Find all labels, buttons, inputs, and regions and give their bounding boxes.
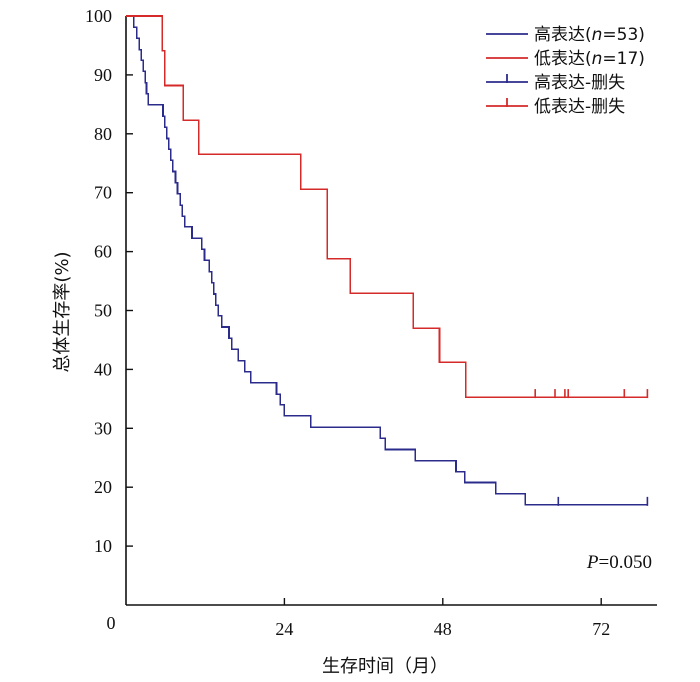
x-tick-label: 72 xyxy=(592,619,610,639)
legend-entry: 低表达-删失 xyxy=(486,97,625,117)
y-tick-label: 20 xyxy=(94,477,112,497)
legend-entry: 低表达(n=17) xyxy=(486,49,645,69)
x-tick-label: 48 xyxy=(434,619,452,639)
x-tick-label: 24 xyxy=(275,619,293,639)
series-layer xyxy=(126,15,649,506)
y-tick-label: 60 xyxy=(94,242,112,262)
legend-entry: 高表达(n=53) xyxy=(486,25,645,45)
p-value-annotation: P=0.050 xyxy=(586,552,652,573)
y-tick-label: 50 xyxy=(94,301,112,321)
origin-label: 0 xyxy=(107,613,116,633)
y-tick-label: 10 xyxy=(94,536,112,556)
y-tick-label: 70 xyxy=(94,183,112,203)
legend-label: 低表达(n=17) xyxy=(534,49,645,69)
legend-label: 低表达-删失 xyxy=(534,97,625,117)
series-high xyxy=(126,15,649,506)
legend-label: 高表达-删失 xyxy=(534,73,625,93)
y-tick-label: 80 xyxy=(94,124,112,144)
y-axis-title: 总体生存率(%) xyxy=(52,251,73,372)
y-tick-label: 100 xyxy=(85,6,112,26)
survival-curve-high xyxy=(126,15,648,506)
legend-label: 高表达(n=53) xyxy=(534,25,645,45)
survival-curve-low xyxy=(126,15,648,398)
y-ticks: 10 20 30 40 50 60 70 80 90 100 xyxy=(85,6,133,556)
x-ticks: 24 48 72 xyxy=(275,598,610,639)
legend-entry: 高表达-删失 xyxy=(486,73,625,93)
series-low xyxy=(126,15,649,399)
x-axis-title: 生存时间（月） xyxy=(322,656,448,677)
y-tick-label: 40 xyxy=(94,359,112,379)
y-tick-label: 90 xyxy=(94,65,112,85)
y-tick-label: 30 xyxy=(94,418,112,438)
